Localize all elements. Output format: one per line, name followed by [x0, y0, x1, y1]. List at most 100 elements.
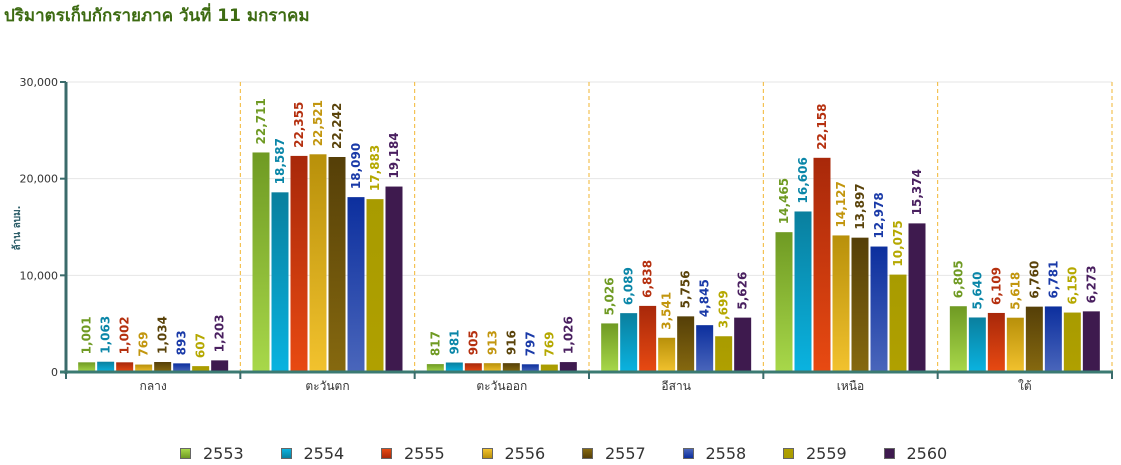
data-label: 6,838 — [641, 260, 655, 298]
bar-2554-4[interactable] — [794, 211, 812, 372]
bar-2556-1[interactable] — [309, 154, 327, 372]
legend-label: 2553 — [203, 444, 244, 463]
bar-2559-3[interactable] — [715, 336, 733, 372]
bar-2555-3[interactable] — [639, 305, 657, 372]
bar-2556-0[interactable] — [135, 364, 153, 372]
x-tick-label: ตะวันตก — [305, 379, 349, 393]
y-tick-label: 30,000 — [20, 76, 59, 89]
bar-2555-5[interactable] — [987, 312, 1005, 372]
bar-2553-5[interactable] — [949, 306, 967, 372]
legend-item-2558[interactable]: 2558 — [682, 444, 746, 463]
legend-swatch — [783, 448, 794, 459]
bar-2556-5[interactable] — [1006, 317, 1024, 372]
bar-2560-3[interactable] — [734, 317, 752, 372]
x-tick-label: กลาง — [140, 379, 167, 393]
data-label: 5,626 — [736, 272, 750, 310]
data-label: 19,184 — [387, 132, 401, 178]
bar-2557-2[interactable] — [502, 363, 520, 372]
y-tick-label: 20,000 — [20, 173, 59, 186]
y-tick-label: 0 — [51, 366, 58, 379]
data-label: 1,063 — [99, 316, 113, 354]
data-label: 3,699 — [717, 290, 731, 328]
bar-2557-4[interactable] — [851, 237, 869, 372]
bar-2558-2[interactable] — [521, 364, 539, 372]
bar-2559-5[interactable] — [1063, 312, 1081, 372]
bar-2557-0[interactable] — [154, 362, 172, 372]
data-label: 5,618 — [1008, 272, 1022, 310]
data-label: 913 — [485, 330, 499, 355]
bar-2559-1[interactable] — [366, 199, 384, 372]
legend-swatch — [682, 448, 694, 459]
bar-2559-4[interactable] — [889, 274, 907, 372]
bar-2556-2[interactable] — [483, 363, 501, 372]
data-label: 893 — [175, 330, 189, 355]
data-label: 6,109 — [989, 267, 1003, 305]
bar-2558-1[interactable] — [347, 197, 365, 372]
x-tick-label: เหนือ — [837, 379, 864, 393]
bar-2554-1[interactable] — [271, 192, 289, 372]
data-label: 22,711 — [254, 98, 268, 144]
data-label: 17,883 — [368, 145, 382, 191]
bar-2559-0[interactable] — [192, 366, 210, 372]
data-label: 6,089 — [622, 267, 636, 305]
bar-2558-5[interactable] — [1044, 306, 1062, 372]
data-label: 5,640 — [970, 272, 984, 310]
bar-2553-2[interactable] — [426, 364, 444, 372]
data-label: 3,541 — [660, 292, 674, 330]
y-tick-label: 10,000 — [20, 269, 59, 282]
bar-2557-1[interactable] — [328, 156, 346, 372]
bar-2560-2[interactable] — [559, 362, 577, 372]
legend-item-2556[interactable]: 2556 — [481, 444, 545, 463]
y-axis-label: ล้าน ลบม. — [11, 206, 23, 251]
bar-2555-4[interactable] — [813, 157, 831, 372]
bar-2555-1[interactable] — [290, 155, 308, 372]
data-label: 4,845 — [698, 279, 712, 317]
legend-item-2560[interactable]: 2560 — [883, 444, 947, 463]
data-label: 18,090 — [349, 143, 363, 189]
bar-2560-1[interactable] — [385, 186, 403, 372]
legend-swatch — [883, 448, 895, 459]
data-label: 13,897 — [853, 183, 867, 229]
bar-2554-3[interactable] — [620, 313, 638, 372]
legend-item-2554[interactable]: 2554 — [280, 444, 344, 463]
legend-swatch — [381, 448, 392, 459]
x-tick-label: ใต้ — [1018, 379, 1032, 393]
data-label: 1,026 — [561, 316, 575, 354]
bar-2553-1[interactable] — [252, 152, 270, 372]
bar-2556-3[interactable] — [658, 337, 676, 372]
bar-2556-4[interactable] — [832, 235, 850, 372]
data-label: 905 — [466, 330, 480, 355]
data-label: 18,587 — [273, 138, 287, 184]
x-tick-label: ตะวันออก — [476, 379, 527, 393]
data-label: 916 — [504, 330, 518, 355]
bar-2558-4[interactable] — [870, 246, 888, 372]
bar-2553-4[interactable] — [775, 232, 793, 372]
bar-2555-0[interactable] — [116, 362, 134, 372]
x-tick-label: อีสาน — [661, 379, 690, 393]
legend-item-2559[interactable]: 2559 — [783, 444, 847, 463]
bar-2560-0[interactable] — [211, 360, 229, 372]
bar-2554-5[interactable] — [968, 317, 986, 372]
data-label: 14,127 — [834, 181, 848, 227]
bar-2555-2[interactable] — [464, 363, 482, 372]
bar-2560-5[interactable] — [1082, 311, 1100, 372]
bar-2554-0[interactable] — [97, 361, 115, 372]
bar-2560-4[interactable] — [908, 223, 926, 372]
bar-2553-0[interactable] — [78, 362, 96, 372]
bar-2558-3[interactable] — [696, 325, 714, 372]
data-label: 6,273 — [1084, 265, 1098, 303]
data-label: 1,203 — [213, 314, 227, 352]
bar-2554-2[interactable] — [445, 362, 463, 372]
legend-item-2555[interactable]: 2555 — [381, 444, 445, 463]
bar-2559-2[interactable] — [540, 364, 558, 372]
legend-label: 2555 — [404, 444, 445, 463]
legend-swatch — [481, 448, 493, 459]
data-label: 22,158 — [815, 103, 829, 149]
bar-2557-5[interactable] — [1025, 306, 1043, 372]
bar-2557-3[interactable] — [677, 316, 695, 372]
bar-2553-3[interactable] — [601, 323, 619, 372]
legend-item-2557[interactable]: 2557 — [582, 444, 646, 463]
data-label: 6,805 — [951, 260, 965, 298]
bar-2558-0[interactable] — [173, 363, 191, 372]
legend-item-2553[interactable]: 2553 — [180, 444, 244, 463]
